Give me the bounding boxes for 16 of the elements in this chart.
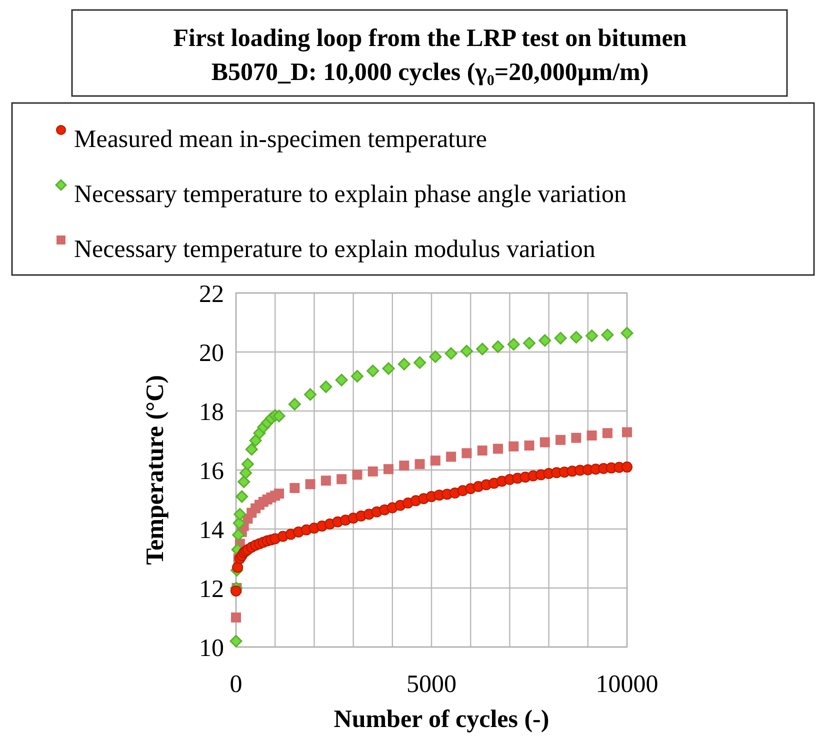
y-tick-label: 22 <box>199 281 224 308</box>
x-tick-label: 0 <box>230 671 242 698</box>
y-tick-label: 20 <box>199 340 224 367</box>
legend-label: Measured mean in-specimen temperature <box>74 126 488 153</box>
y-tick-label: 14 <box>199 517 224 544</box>
y-tick-label: 16 <box>199 458 224 485</box>
x-axis-title: Number of cycles (-) <box>334 706 550 733</box>
x-tick-label: 10000 <box>596 671 658 698</box>
chart-title: First loading loop from the LRP test on bitumen B5070_D: 10,000 cycles (γ₀=20,000µm/m) <box>173 25 687 86</box>
y-axis-title: Temperature (°C) <box>142 375 169 565</box>
y-tick-label: 12 <box>199 576 224 603</box>
y-tick-label: 10 <box>199 635 224 662</box>
x-tick-label: 5000 <box>406 671 456 698</box>
legend-label: Necessary temperature to explain phase angle variation <box>74 181 628 208</box>
y-tick-label: 18 <box>199 399 224 426</box>
legend-label: Necessary temperature to explain modulus variation <box>74 236 596 263</box>
